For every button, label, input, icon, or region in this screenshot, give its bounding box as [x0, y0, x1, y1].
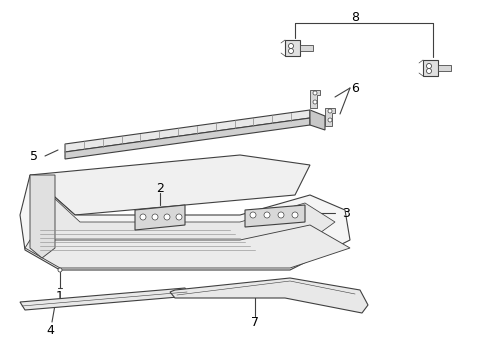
Circle shape: [328, 109, 332, 113]
Polygon shape: [25, 225, 350, 268]
Circle shape: [292, 212, 298, 218]
Polygon shape: [310, 110, 325, 130]
Polygon shape: [65, 110, 310, 152]
Text: 7: 7: [251, 316, 259, 329]
Polygon shape: [438, 65, 451, 71]
Polygon shape: [30, 155, 310, 215]
Polygon shape: [65, 118, 310, 159]
Circle shape: [426, 63, 432, 68]
Text: 8: 8: [351, 10, 359, 23]
Text: 5: 5: [30, 149, 38, 162]
Circle shape: [313, 91, 317, 95]
Text: 1: 1: [56, 289, 64, 302]
Polygon shape: [20, 288, 190, 310]
Polygon shape: [30, 175, 55, 258]
Text: 2: 2: [156, 181, 164, 194]
Polygon shape: [423, 60, 438, 76]
Circle shape: [264, 212, 270, 218]
Polygon shape: [35, 185, 335, 262]
Circle shape: [289, 44, 294, 49]
Circle shape: [176, 214, 182, 220]
Circle shape: [164, 214, 170, 220]
Polygon shape: [135, 205, 185, 230]
Polygon shape: [285, 40, 300, 56]
Polygon shape: [300, 45, 313, 51]
Circle shape: [152, 214, 158, 220]
Circle shape: [328, 118, 332, 122]
Circle shape: [250, 212, 256, 218]
Circle shape: [140, 214, 146, 220]
Text: 4: 4: [46, 324, 54, 337]
Text: 3: 3: [342, 207, 350, 220]
Polygon shape: [325, 108, 335, 126]
Circle shape: [313, 100, 317, 104]
Circle shape: [58, 268, 62, 272]
Polygon shape: [310, 90, 320, 108]
Circle shape: [426, 68, 432, 73]
Polygon shape: [20, 175, 350, 270]
Circle shape: [278, 212, 284, 218]
Circle shape: [289, 49, 294, 54]
Polygon shape: [170, 278, 368, 313]
Polygon shape: [245, 205, 305, 227]
Text: 6: 6: [351, 81, 359, 95]
